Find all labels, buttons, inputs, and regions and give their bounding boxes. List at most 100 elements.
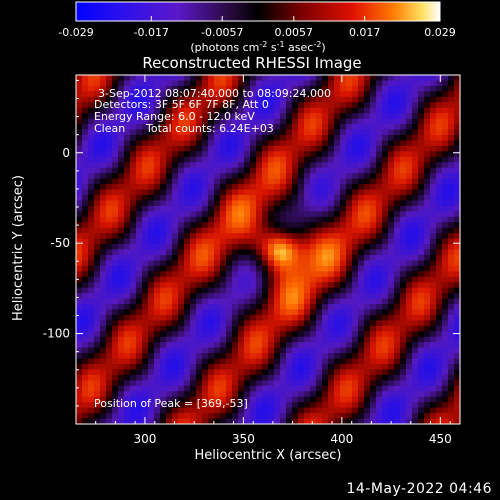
heatmap-cell xyxy=(424,162,431,169)
heatmap-cell xyxy=(82,276,89,283)
heatmap-cell xyxy=(268,167,275,174)
heatmap-cell xyxy=(226,369,233,376)
heatmap-cell xyxy=(334,145,341,152)
heatmap-cell xyxy=(454,222,460,229)
heatmap-cell xyxy=(388,75,395,81)
heatmap-cell xyxy=(334,184,341,190)
heatmap-cell xyxy=(430,271,437,278)
heatmap-cell xyxy=(136,233,143,239)
heatmap-cell xyxy=(196,80,203,87)
heatmap-cell xyxy=(292,129,299,136)
heatmap-cell xyxy=(448,162,455,169)
heatmap-cell xyxy=(184,385,191,392)
heatmap-cell xyxy=(412,314,419,321)
heatmap-cell xyxy=(256,244,263,250)
heatmap-cell xyxy=(232,118,239,125)
heatmap-cell xyxy=(94,287,101,294)
heatmap-cell xyxy=(382,238,389,245)
heatmap-cell xyxy=(454,162,460,169)
heatmap-cell xyxy=(112,244,119,250)
heatmap-cell xyxy=(304,129,311,136)
heatmap-cell xyxy=(124,189,131,196)
heatmap-cell xyxy=(196,260,203,267)
heatmap-cell xyxy=(256,353,263,359)
heatmap-cell xyxy=(406,200,413,207)
heatmap-cell xyxy=(298,320,305,327)
heatmap-cell xyxy=(190,178,197,185)
heatmap-cell xyxy=(268,184,275,190)
heatmap-cell xyxy=(184,364,191,370)
heatmap-cell xyxy=(136,85,143,92)
heatmap-cell xyxy=(304,331,311,338)
heatmap-cell xyxy=(76,336,83,343)
heatmap-cell xyxy=(328,96,335,103)
heatmap-cell xyxy=(388,325,395,332)
heatmap-cell xyxy=(94,336,101,343)
heatmap-cell xyxy=(166,140,173,147)
heatmap-cell xyxy=(442,276,449,283)
heatmap-cell xyxy=(244,249,251,256)
heatmap-cell xyxy=(376,184,383,190)
heatmap-cell xyxy=(106,75,113,81)
heatmap-cell xyxy=(340,211,347,218)
heatmap-cell xyxy=(292,380,299,387)
heatmap-cell xyxy=(280,396,287,403)
heatmap-cell xyxy=(418,282,425,289)
heatmap-cell xyxy=(304,320,311,327)
heatmap-cell xyxy=(226,178,233,185)
heatmap-cell xyxy=(322,124,329,130)
heatmap-cell xyxy=(454,184,460,190)
heatmap-cell xyxy=(136,200,143,207)
heatmap-cell xyxy=(256,320,263,327)
heatmap-cell xyxy=(196,342,203,349)
heatmap-cell xyxy=(298,205,305,212)
heatmap-cell xyxy=(424,402,431,409)
heatmap-cell xyxy=(154,260,161,267)
heatmap-cell xyxy=(436,194,443,201)
heatmap-cell xyxy=(442,385,449,392)
heatmap-cell xyxy=(310,320,317,327)
heatmap-cell xyxy=(250,298,257,305)
heatmap-cell xyxy=(298,200,305,207)
heatmap-cell xyxy=(166,282,173,289)
heatmap-cell xyxy=(436,156,443,163)
heatmap-cell xyxy=(202,107,209,114)
heatmap-cell xyxy=(430,216,437,223)
heatmap-cell xyxy=(112,331,119,338)
heatmap-cell xyxy=(340,107,347,114)
heatmap-cell xyxy=(424,413,431,419)
heatmap-cell xyxy=(292,347,299,354)
heatmap-cell xyxy=(430,184,437,190)
heatmap-cell xyxy=(430,238,437,245)
heatmap-cell xyxy=(430,374,437,381)
heatmap-cell xyxy=(190,282,197,289)
heatmap-cell xyxy=(316,118,323,125)
heatmap-cell xyxy=(274,282,281,289)
heatmap-cell xyxy=(178,260,185,267)
heatmap-cell xyxy=(262,75,269,81)
heatmap-cell xyxy=(208,102,215,109)
heatmap-cell xyxy=(148,271,155,278)
heatmap-cell xyxy=(454,314,460,321)
heatmap-cell xyxy=(100,205,107,212)
heatmap-cell xyxy=(100,124,107,130)
heatmap-cell xyxy=(202,385,209,392)
heatmap-cell xyxy=(196,298,203,305)
heatmap-cell xyxy=(226,347,233,354)
heatmap-cell xyxy=(160,336,167,343)
heatmap-cell xyxy=(142,216,149,223)
heatmap-cell xyxy=(430,353,437,359)
heatmap-cell xyxy=(244,167,251,174)
heatmap-cell xyxy=(322,364,329,370)
heatmap-cell xyxy=(154,320,161,327)
heatmap-cell xyxy=(250,402,257,409)
heatmap-cell xyxy=(328,276,335,283)
heatmap-cell xyxy=(172,162,179,169)
heatmap-cell xyxy=(154,287,161,294)
heatmap-cell xyxy=(274,205,281,212)
heatmap-cell xyxy=(232,276,239,283)
heatmap-cell xyxy=(454,200,460,207)
heatmap-cell xyxy=(172,222,179,229)
heatmap-cell xyxy=(130,211,137,218)
heatmap-cell xyxy=(130,385,137,392)
